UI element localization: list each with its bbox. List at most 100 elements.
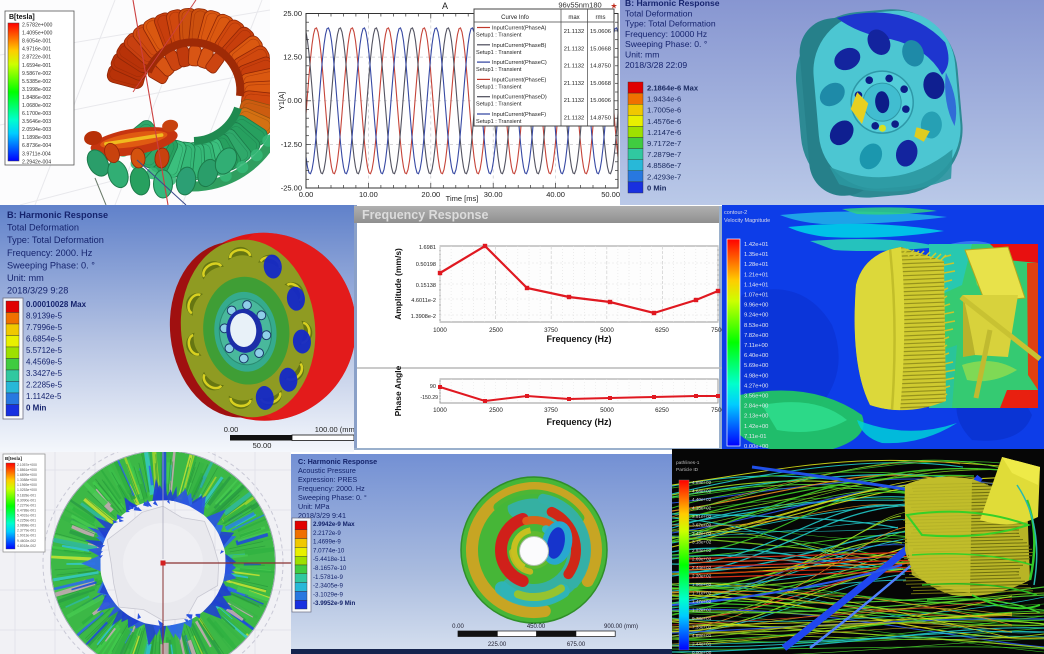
svg-text:Type: Total Deformation: Type: Total Deformation xyxy=(7,235,104,245)
svg-text:6.8736e-004: 6.8736e-004 xyxy=(22,143,51,149)
svg-text:3.67e+02: 3.67e+02 xyxy=(692,523,712,528)
svg-text:Sweeping Phase: 0. °: Sweeping Phase: 0. ° xyxy=(7,260,95,270)
svg-text:1.6899e+000: 1.6899e+000 xyxy=(17,473,37,477)
svg-text:4.64e+02: 4.64e+02 xyxy=(692,489,712,494)
svg-text:4.8586e-7: 4.8586e-7 xyxy=(647,161,681,170)
svg-text:2.9942e-9 Max: 2.9942e-9 Max xyxy=(313,521,355,528)
svg-text:Acoustic Pressure: Acoustic Pressure xyxy=(298,466,356,475)
svg-text:A: A xyxy=(442,1,448,11)
svg-text:InputCurrent(PhaseB): InputCurrent(PhaseB) xyxy=(492,43,547,49)
svg-text:2.13e+00: 2.13e+00 xyxy=(744,414,768,420)
svg-text:2.20e+02: 2.20e+02 xyxy=(692,574,712,579)
svg-text:15.0668: 15.0668 xyxy=(590,81,611,87)
svg-text:1.35e+01: 1.35e+01 xyxy=(744,252,768,258)
svg-text:3.56e+00: 3.56e+00 xyxy=(744,394,768,400)
svg-text:pathlines-1: pathlines-1 xyxy=(676,460,700,466)
svg-text:-12.50: -12.50 xyxy=(281,140,302,149)
svg-text:5000: 5000 xyxy=(600,327,614,334)
svg-text:21.1132: 21.1132 xyxy=(564,64,585,70)
svg-text:1.8486e-002: 1.8486e-002 xyxy=(22,95,51,101)
svg-text:1.1142e-5: 1.1142e-5 xyxy=(26,392,62,401)
svg-text:InputCurrent(PhaseA): InputCurrent(PhaseA) xyxy=(492,26,547,32)
svg-text:-3.9952e-9 Min: -3.9952e-9 Min xyxy=(313,600,356,607)
svg-text:225.00: 225.00 xyxy=(488,642,507,648)
svg-text:0 Min: 0 Min xyxy=(647,183,667,192)
svg-text:1.28e+01: 1.28e+01 xyxy=(744,262,768,268)
svg-text:1.7005e-6: 1.7005e-6 xyxy=(647,106,681,115)
svg-text:0.00: 0.00 xyxy=(287,96,302,105)
svg-text:1.42e+00: 1.42e+00 xyxy=(744,424,768,430)
svg-text:4.9716e-001: 4.9716e-001 xyxy=(22,47,51,53)
svg-text:Setup1 : Transient: Setup1 : Transient xyxy=(476,67,522,73)
svg-text:15.0606: 15.0606 xyxy=(590,29,611,35)
svg-text:Time [ms]: Time [ms] xyxy=(446,194,479,203)
svg-text:7.11e+00: 7.11e+00 xyxy=(744,343,768,349)
svg-text:675.00: 675.00 xyxy=(567,642,586,648)
svg-text:0.15138: 0.15138 xyxy=(416,283,436,289)
svg-text:3.1998e-002: 3.1998e-002 xyxy=(22,87,51,93)
svg-text:4.89e+01: 4.89e+01 xyxy=(692,633,712,638)
svg-text:90: 90 xyxy=(430,384,436,390)
svg-text:7.0774e-10: 7.0774e-10 xyxy=(313,547,345,554)
svg-text:7500: 7500 xyxy=(711,327,722,334)
svg-text:2.0594e-003: 2.0594e-003 xyxy=(22,127,51,133)
svg-text:Setup1 : Transient: Setup1 : Transient xyxy=(476,84,522,90)
svg-text:1.1898e-003: 1.1898e-003 xyxy=(22,135,51,141)
svg-text:Expression: PRES: Expression: PRES xyxy=(298,475,357,484)
svg-text:2018/3/29 9:28: 2018/3/29 9:28 xyxy=(7,286,68,296)
svg-text:3.0898e-001: 3.0898e-001 xyxy=(17,524,36,528)
svg-text:Curve Info: Curve Info xyxy=(501,15,529,21)
svg-text:4.27e+00: 4.27e+00 xyxy=(744,383,768,389)
svg-text:C: Harmonic Response: C: Harmonic Response xyxy=(298,457,377,466)
svg-text:2.2172e-9: 2.2172e-9 xyxy=(313,530,341,537)
svg-text:100.00 (mm): 100.00 (mm) xyxy=(315,425,354,434)
svg-text:0.50198: 0.50198 xyxy=(416,262,436,268)
svg-text:5.4031e-001: 5.4031e-001 xyxy=(17,514,36,518)
svg-text:1.0680e-002: 1.0680e-002 xyxy=(22,103,51,109)
svg-text:2500: 2500 xyxy=(489,407,503,414)
svg-text:2.44e+02: 2.44e+02 xyxy=(692,565,712,570)
svg-text:2.84e+00: 2.84e+00 xyxy=(744,404,768,410)
svg-text:2.44e+01: 2.44e+01 xyxy=(692,642,712,647)
svg-text:1.6981: 1.6981 xyxy=(419,245,436,251)
svg-text:25.00: 25.00 xyxy=(283,9,302,18)
svg-text:21.1132: 21.1132 xyxy=(564,81,585,87)
svg-text:Total Deformation: Total Deformation xyxy=(625,8,693,18)
svg-text:0.00010028 Max: 0.00010028 Max xyxy=(26,300,87,309)
svg-text:-5.4418e-11: -5.4418e-11 xyxy=(313,556,346,563)
svg-text:9.1828e-001: 9.1828e-001 xyxy=(17,493,36,497)
svg-text:2.93e+02: 2.93e+02 xyxy=(692,548,712,553)
svg-text:Unit: mm: Unit: mm xyxy=(7,273,44,283)
svg-text:0.00e+00: 0.00e+00 xyxy=(692,650,712,654)
svg-text:12.50: 12.50 xyxy=(283,53,302,62)
svg-text:Total Deformation: Total Deformation xyxy=(7,223,79,233)
svg-text:3.91e+02: 3.91e+02 xyxy=(692,514,712,519)
svg-text:Y1[A]: Y1[A] xyxy=(277,92,286,110)
svg-text:4.40e+02: 4.40e+02 xyxy=(692,497,712,502)
svg-text:Amplitude (mm/s): Amplitude (mm/s) xyxy=(393,248,403,320)
svg-text:6.4788e-001: 6.4788e-001 xyxy=(17,508,36,512)
svg-text:Frequency (Hz): Frequency (Hz) xyxy=(546,334,611,344)
svg-text:1.42e+01: 1.42e+01 xyxy=(744,242,768,248)
svg-text:-1.5781e-9: -1.5781e-9 xyxy=(313,574,343,581)
svg-text:3.18e+02: 3.18e+02 xyxy=(692,540,712,545)
svg-text:InputCurrent(PhaseC): InputCurrent(PhaseC) xyxy=(492,60,547,66)
svg-text:-3.1029e-9: -3.1029e-9 xyxy=(313,591,343,598)
svg-text:7500: 7500 xyxy=(711,407,722,414)
svg-text:1.71e+02: 1.71e+02 xyxy=(692,591,712,596)
svg-text:6250: 6250 xyxy=(655,327,669,334)
svg-text:-25.00: -25.00 xyxy=(281,184,302,193)
svg-text:Velocity Magnitude: Velocity Magnitude xyxy=(724,218,770,224)
svg-text:Unit: MPa: Unit: MPa xyxy=(298,502,330,511)
svg-text:-150.29: -150.29 xyxy=(420,395,438,401)
svg-text:14.8750: 14.8750 xyxy=(590,64,611,70)
svg-text:21.1132: 21.1132 xyxy=(564,116,585,122)
svg-text:21.1132: 21.1132 xyxy=(564,29,585,35)
svg-text:9.7172e-7: 9.7172e-7 xyxy=(647,139,681,148)
svg-text:0.00: 0.00 xyxy=(452,624,464,630)
svg-text:30.00: 30.00 xyxy=(484,190,503,199)
svg-text:4.89e+02: 4.89e+02 xyxy=(692,480,712,485)
svg-text:2.1057e+000: 2.1057e+000 xyxy=(17,463,37,467)
svg-text:21.1132: 21.1132 xyxy=(564,98,585,104)
svg-text:1.96e+02: 1.96e+02 xyxy=(692,582,712,587)
